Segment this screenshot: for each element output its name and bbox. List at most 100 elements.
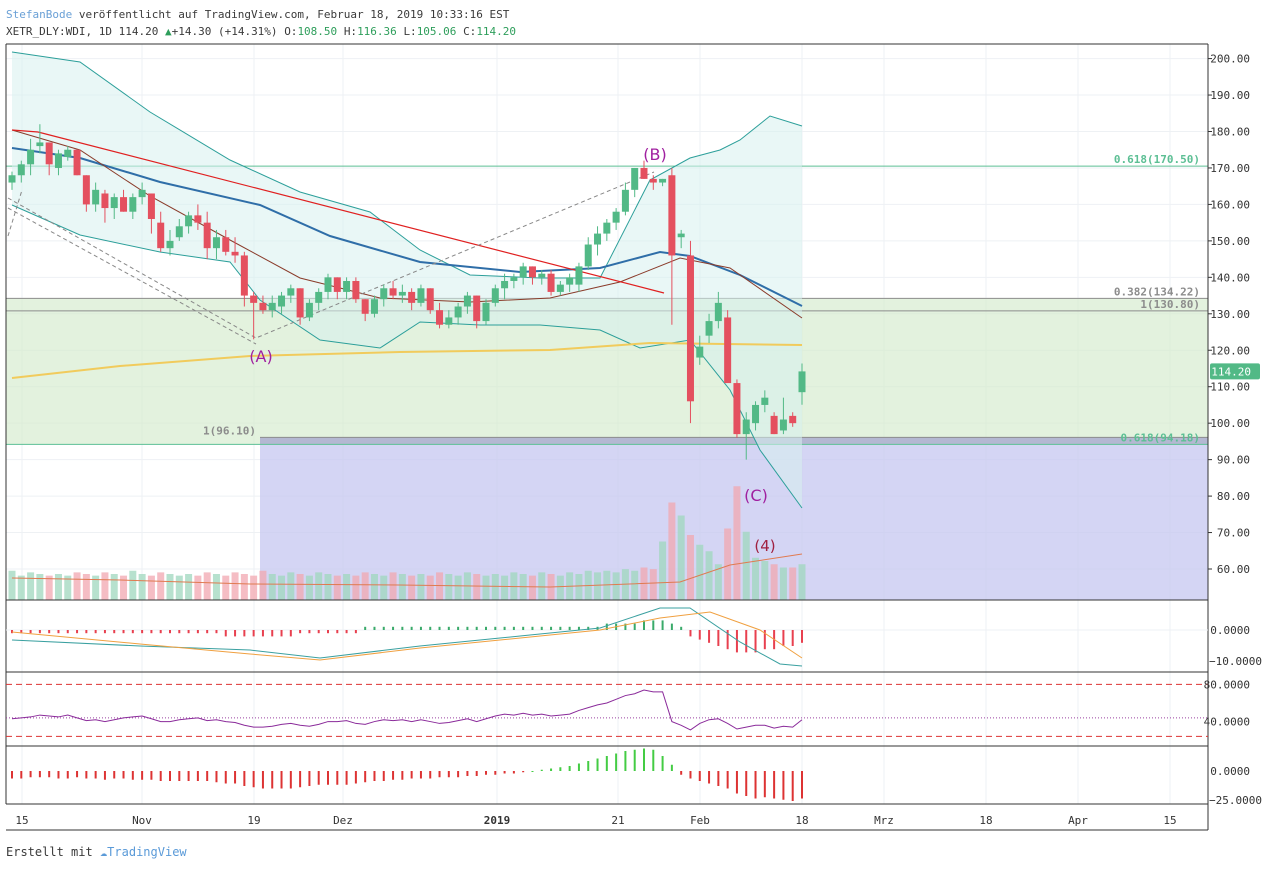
osc-bar: [243, 771, 246, 786]
macd-histogram-bar: [169, 630, 171, 634]
candle-body: [185, 215, 193, 227]
candle-body: [436, 310, 444, 325]
macd-histogram-bar: [550, 626, 553, 630]
last-price-tag-bg: [1210, 363, 1260, 380]
osc-bar: [512, 771, 515, 774]
candle-body: [761, 397, 769, 405]
macd-histogram-bar: [364, 626, 367, 630]
candle-body: [724, 317, 732, 384]
candle-body: [259, 302, 267, 311]
volume-bar: [677, 515, 685, 600]
osc-bar: [122, 771, 125, 779]
macd-histogram-bar: [503, 626, 506, 630]
osc-bar: [317, 771, 320, 785]
volume-bar: [82, 574, 90, 600]
candle-body: [538, 273, 546, 278]
osc-bar: [187, 771, 190, 781]
made-with-label: Erstellt mit: [6, 845, 93, 859]
price-change: +14.30 (+14.31%): [171, 25, 278, 38]
volume-bar: [120, 575, 128, 600]
candle-body: [212, 237, 220, 249]
macd-histogram-bar: [94, 630, 97, 634]
volume-bar: [649, 569, 657, 600]
macd-histogram-bar: [698, 630, 701, 640]
wave-label: (A): [249, 347, 272, 366]
price-axis-label: 110.00: [1210, 381, 1250, 394]
osc-bar: [503, 771, 506, 774]
osc-bar: [577, 763, 580, 771]
osc-axis-label: 0.0000: [1210, 765, 1250, 778]
volume-bar: [45, 575, 53, 600]
macd-histogram-bar: [652, 620, 655, 630]
volume-bar: [92, 575, 100, 600]
osc-bar: [364, 771, 367, 783]
volume-bar: [594, 572, 602, 600]
candle-body: [36, 142, 44, 147]
price-axis-label: 100.00: [1210, 417, 1250, 430]
macd-histogram-bar: [336, 630, 339, 634]
macd-histogram-bar: [801, 630, 803, 643]
macd-histogram-bar: [308, 630, 311, 634]
volume-bar: [231, 572, 239, 600]
candle-body: [240, 255, 248, 296]
macd-line: [11, 607, 803, 667]
osc-bar: [661, 756, 664, 771]
time-axis-label: 19: [247, 814, 260, 827]
close-label: C:: [463, 25, 477, 38]
downtrend-line-stub: [11, 129, 39, 133]
volume-bar: [659, 541, 667, 600]
volume-bar: [175, 575, 183, 600]
low-value: 105.06: [416, 25, 457, 38]
volume-bar: [259, 570, 267, 600]
osc-bar: [540, 769, 543, 771]
osc-bar: [624, 751, 627, 771]
macd-histogram-bar: [587, 626, 590, 630]
osc-bar: [726, 771, 729, 789]
volume-ma-line: [11, 553, 803, 588]
symbol-name: XETR_DLY:WDI, 1D: [6, 25, 112, 38]
macd-histogram-bar: [48, 630, 51, 634]
osc-bar: [605, 756, 608, 771]
macd-histogram-bar: [271, 630, 274, 637]
time-axis-label: Feb: [690, 814, 710, 827]
macd-histogram-bar: [29, 630, 32, 634]
candle-body: [714, 302, 722, 322]
volume-bar: [194, 575, 202, 600]
candle-body: [138, 189, 146, 198]
macd-histogram-bar: [689, 630, 692, 637]
volume-bar: [324, 574, 332, 600]
symbol-line: XETR_DLY:WDI, 1D 114.20 ▲+14.30 (+14.31%…: [6, 23, 516, 40]
osc-bar: [178, 771, 181, 781]
sma-long-line: [11, 341, 803, 379]
osc-axis-label: −25.0000: [1209, 794, 1262, 807]
volume-bar: [482, 575, 490, 600]
volume-bar: [64, 575, 72, 600]
osc-bar: [76, 771, 79, 778]
candle-body: [324, 277, 332, 292]
macd-histogram-bar: [178, 630, 181, 634]
candle-body: [566, 277, 574, 285]
tradingview-brand[interactable]: TradingView: [107, 845, 187, 859]
volume-bar: [742, 531, 750, 600]
author-link[interactable]: StefanBode: [6, 8, 73, 21]
volume-bar: [779, 567, 787, 600]
time-axis-label: 15: [15, 814, 28, 827]
time-axis-label: 18: [795, 814, 808, 827]
macd-histogram-bar: [401, 626, 404, 630]
macd-histogram-bar: [382, 626, 385, 630]
osc-bar: [522, 771, 525, 773]
volume-bar: [296, 574, 304, 600]
last-price-tag: 114.20: [1210, 363, 1260, 380]
macd-histogram-bar: [559, 626, 562, 630]
osc-bar: [559, 767, 562, 771]
macd-histogram-bar: [633, 623, 636, 630]
volume-bar: [426, 575, 434, 600]
macd-histogram-bar: [485, 626, 487, 630]
macd-histogram-bar: [680, 626, 683, 630]
macd-histogram-bar: [782, 630, 785, 646]
volume-bar: [501, 575, 509, 600]
candle-body: [417, 288, 425, 303]
macd-histogram-bar: [763, 630, 766, 650]
candle-body: [696, 346, 704, 358]
